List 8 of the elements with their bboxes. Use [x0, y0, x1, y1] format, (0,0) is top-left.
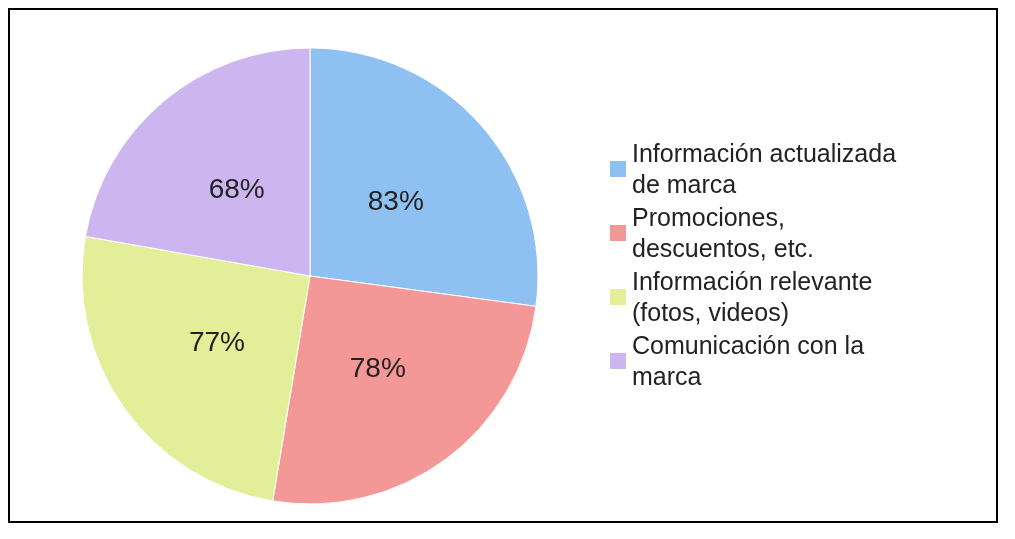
data-label: 83%	[367, 184, 424, 216]
data-label: 78%	[349, 351, 406, 383]
legend-label: Información relevante (fotos, videos)	[632, 265, 874, 328]
data-label: 68%	[208, 172, 265, 204]
data-label: 77%	[188, 325, 245, 357]
legend-label: Comunicación con la marca	[632, 329, 866, 392]
legend-label: Promociones, descuentos, etc.	[632, 201, 816, 264]
legend-label: Información actualizada de marca	[632, 137, 898, 200]
